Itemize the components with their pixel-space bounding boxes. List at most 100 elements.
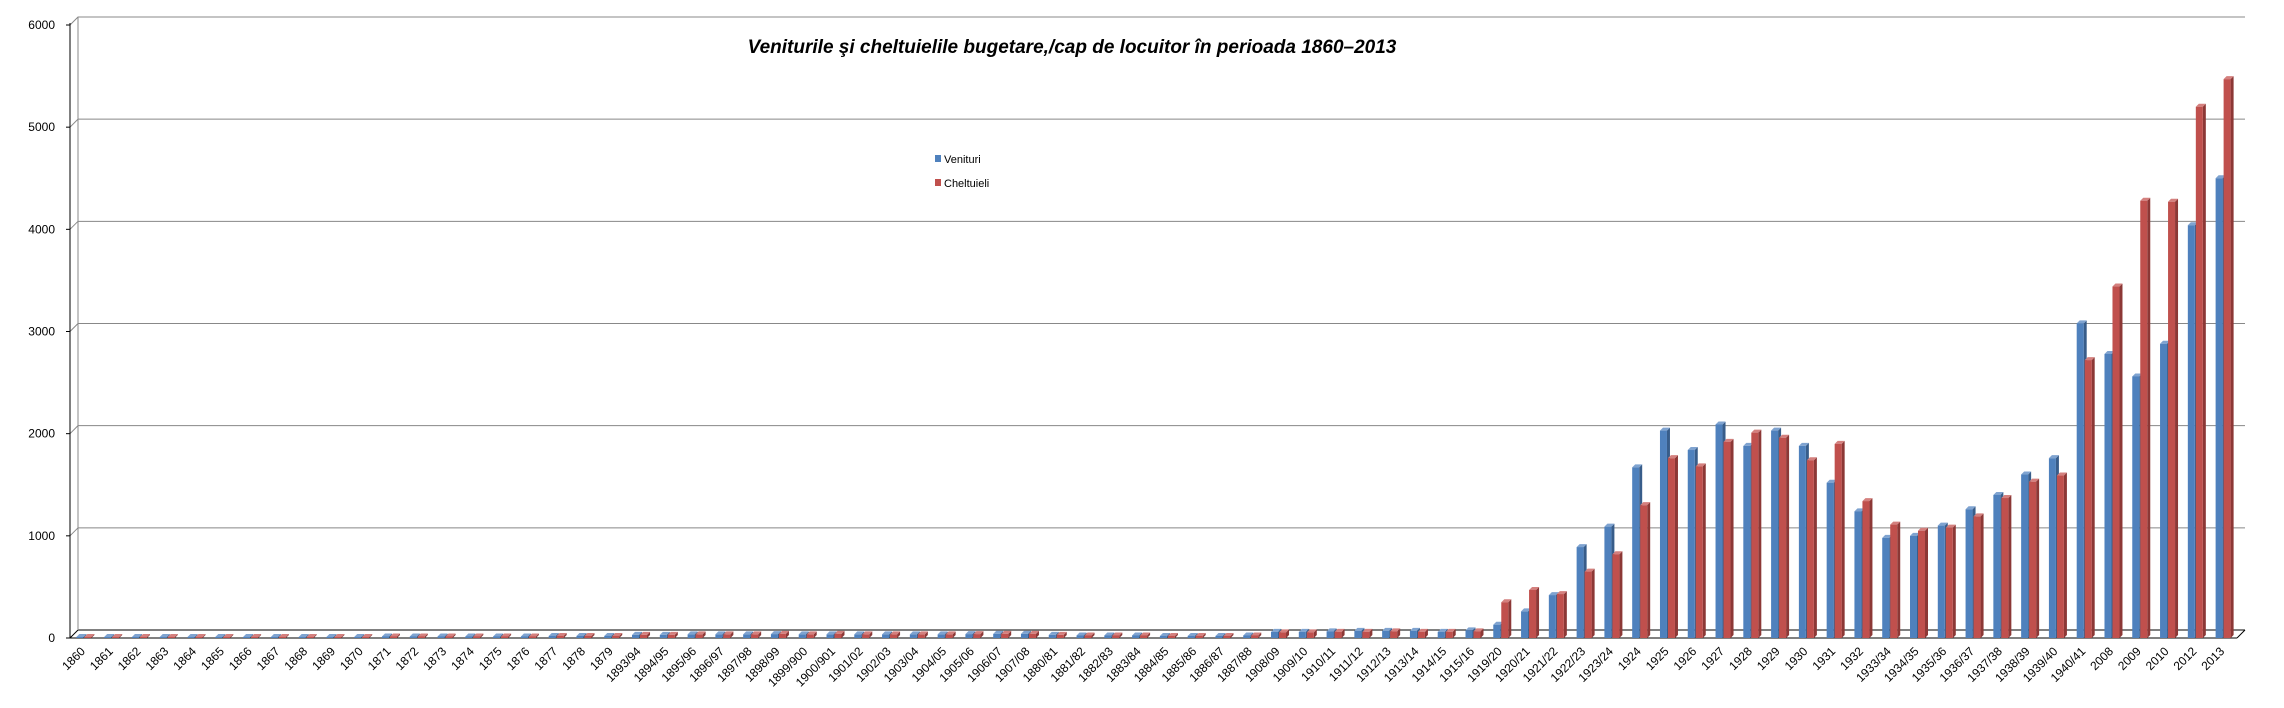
y-tick-label: 1000: [28, 529, 55, 543]
bar-cheltuieli: [862, 631, 873, 638]
bar-cheltuieli: [1362, 628, 1373, 638]
bar-cheltuieli: [2223, 76, 2234, 639]
bar-cheltuieli: [751, 631, 762, 638]
bar-cheltuieli: [2168, 198, 2179, 638]
bar-cheltuieli: [1390, 628, 1401, 638]
x-tick-label: 1876: [504, 644, 533, 673]
bar-cheltuieli: [1723, 438, 1734, 638]
x-tick-label: 1875: [476, 644, 505, 673]
bar-cheltuieli: [1445, 628, 1456, 638]
bar-cheltuieli: [445, 633, 456, 638]
bar-cheltuieli: [556, 632, 567, 638]
x-tick-label: 1873: [420, 644, 449, 673]
bar-cheltuieli: [251, 633, 262, 638]
bar-cheltuieli: [362, 633, 373, 638]
gridline: [69, 425, 2245, 435]
bar-cheltuieli: [723, 631, 734, 638]
x-tick-label: 1926: [1671, 644, 1700, 673]
gridline: [69, 118, 2245, 128]
bar-venituri: [354, 633, 365, 638]
x-tick-label: 1872: [393, 644, 422, 673]
bar-cheltuieli: [1862, 498, 1873, 638]
bar-venituri: [409, 633, 420, 638]
bar-cheltuieli: [945, 631, 956, 638]
x-tick-label: 1869: [309, 644, 338, 673]
bar-cheltuieli: [1529, 586, 1540, 638]
bar-cheltuieli: [1028, 630, 1039, 638]
bar-cheltuieli: [1640, 502, 1651, 638]
x-tick-label: 2013: [2198, 644, 2227, 673]
bar-cheltuieli: [1834, 440, 1845, 638]
bar-cheltuieli: [1112, 632, 1123, 638]
bar-venituri: [270, 633, 281, 638]
bar-cheltuieli: [223, 633, 234, 638]
bar-cheltuieli: [834, 630, 845, 638]
bar-cheltuieli: [501, 633, 512, 638]
bar-cheltuieli: [1751, 429, 1762, 638]
chart-title: Veniturile şi cheltuielile bugetare,/cap…: [748, 37, 1397, 58]
legend-swatch-venituri: [935, 155, 941, 162]
bar-venituri: [520, 633, 531, 638]
gridline: [69, 323, 2245, 332]
x-tick-label: 1866: [226, 644, 255, 673]
bar-venituri: [76, 633, 87, 638]
y-tick-label: 4000: [28, 222, 55, 236]
legend-label-cheltuieli: Cheltuieli: [944, 178, 989, 190]
x-tick-label: 2010: [2143, 644, 2172, 673]
bar-cheltuieli: [1417, 628, 1428, 638]
y-tick-label: 0: [48, 631, 55, 645]
y-tick-label: 6000: [28, 18, 55, 32]
x-axis-depth-line: [2236, 629, 2246, 639]
bar-cheltuieli: [1779, 434, 1790, 638]
x-tick-label: 1931: [1810, 644, 1839, 673]
x-tick-label: 2009: [2115, 644, 2144, 673]
bar-cheltuieli: [695, 631, 706, 638]
bar-cheltuieli: [1890, 521, 1901, 638]
x-tick-label: 1871: [365, 644, 394, 673]
x-tick-label: 1928: [1726, 644, 1755, 673]
axes: [69, 17, 2246, 639]
bar-cheltuieli: [584, 632, 595, 638]
bar-cheltuieli: [1973, 513, 1984, 638]
bar-venituri: [298, 633, 309, 638]
x-tick-label: 1930: [1782, 644, 1811, 673]
bars: [76, 76, 2234, 639]
x-tick-label: 1877: [532, 644, 561, 673]
bar-cheltuieli: [1223, 632, 1234, 638]
bar-cheltuieli: [417, 633, 428, 638]
bar-cheltuieli: [1334, 628, 1345, 638]
bar-venituri: [187, 633, 198, 638]
bar-venituri: [131, 633, 142, 638]
bar-cheltuieli: [1584, 568, 1595, 638]
bar-cheltuieli: [195, 633, 206, 638]
bar-venituri: [159, 633, 170, 638]
bar-cheltuieli: [1556, 591, 1567, 638]
bar-cheltuieli: [389, 633, 400, 638]
bar-cheltuieli: [2084, 357, 2095, 638]
bar-cheltuieli: [1001, 630, 1012, 638]
x-tick-label: 1924: [1615, 644, 1644, 673]
bar-cheltuieli: [112, 633, 123, 638]
bar-cheltuieli: [528, 633, 539, 638]
bar-cheltuieli: [306, 633, 317, 638]
bar-venituri: [493, 633, 504, 638]
bar-cheltuieli: [1195, 632, 1206, 638]
bar-cheltuieli: [139, 633, 150, 638]
x-tick-label: 1927: [1698, 644, 1727, 673]
bar-cheltuieli: [1612, 551, 1623, 638]
bar-cheltuieli: [1695, 463, 1706, 638]
bar-cheltuieli: [1667, 455, 1678, 638]
bar-cheltuieli: [1473, 628, 1484, 638]
x-tick-label: 1867: [254, 644, 283, 673]
bar-cheltuieli: [1306, 629, 1317, 638]
x-tick-label: 1929: [1754, 644, 1783, 673]
bar-cheltuieli: [640, 631, 651, 638]
bar-cheltuieli: [1918, 527, 1929, 638]
bar-venituri: [381, 633, 392, 638]
bar-cheltuieli: [2140, 197, 2151, 638]
x-tick-label: 1865: [198, 644, 227, 673]
bar-cheltuieli: [2001, 495, 2012, 638]
bar-cheltuieli: [917, 631, 928, 638]
y-tick-label: 2000: [28, 427, 55, 441]
